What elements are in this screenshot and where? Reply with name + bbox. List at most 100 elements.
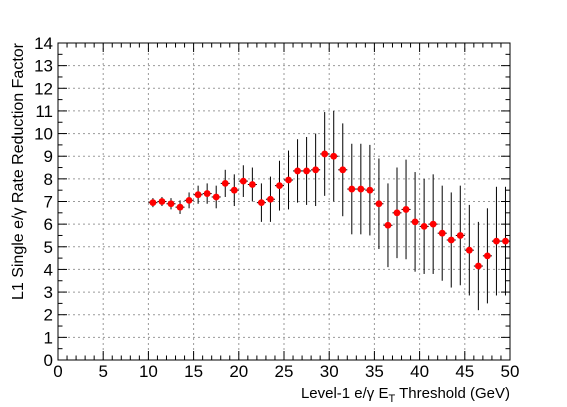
y-tick-label: 5 xyxy=(44,238,53,257)
y-tick-label: 7 xyxy=(44,193,53,212)
data-marker xyxy=(212,193,220,201)
data-point xyxy=(410,172,420,272)
data-point xyxy=(302,136,312,205)
x-tick-label: 30 xyxy=(320,362,339,381)
data-point xyxy=(166,198,176,210)
data-marker xyxy=(493,237,500,245)
data-marker xyxy=(366,186,374,194)
y-tick-label: 4 xyxy=(44,260,53,279)
data-marker xyxy=(447,236,455,244)
data-point xyxy=(320,112,330,196)
data-point xyxy=(329,110,339,202)
data-marker xyxy=(176,203,184,211)
data-point xyxy=(446,192,456,288)
data-point xyxy=(193,185,203,204)
data-point xyxy=(365,144,375,236)
x-tick-label: 0 xyxy=(53,362,62,381)
data-marker xyxy=(357,185,365,193)
y-tick-label: 9 xyxy=(44,147,53,166)
data-marker xyxy=(258,199,265,207)
data-marker xyxy=(402,206,410,213)
data-point xyxy=(157,196,167,207)
data-point xyxy=(473,221,483,311)
y-tick-label: 2 xyxy=(44,306,53,325)
data-point xyxy=(148,198,158,208)
data-points xyxy=(148,110,510,311)
x-tick-label: 15 xyxy=(184,362,203,381)
data-marker xyxy=(411,218,419,226)
data-point xyxy=(184,192,194,209)
data-point xyxy=(347,143,357,235)
data-point xyxy=(464,204,474,296)
data-marker xyxy=(158,198,166,205)
data-marker xyxy=(312,166,320,174)
data-marker xyxy=(420,223,428,230)
data-point xyxy=(455,185,465,286)
data-point xyxy=(482,208,492,304)
data-marker xyxy=(149,199,157,207)
data-point xyxy=(202,183,212,204)
y-axis-title: L1 Single e/γ Rate Reduction Factor xyxy=(10,42,27,300)
data-marker xyxy=(230,186,238,194)
grid xyxy=(58,43,510,360)
data-marker xyxy=(330,152,338,160)
y-tick-label: 8 xyxy=(44,170,53,189)
data-marker xyxy=(339,166,347,174)
y-tick-label: 11 xyxy=(35,102,53,121)
data-marker xyxy=(248,181,256,188)
data-marker xyxy=(303,167,310,175)
x-tick-label: 5 xyxy=(98,362,107,381)
data-point xyxy=(500,186,510,296)
axis-ticks xyxy=(57,42,511,361)
data-marker xyxy=(321,150,329,158)
data-point xyxy=(220,169,230,197)
data-marker xyxy=(167,200,175,208)
data-point xyxy=(383,183,393,268)
x-axis-title-subscript: T xyxy=(388,393,395,405)
data-point xyxy=(211,185,221,209)
data-marker xyxy=(185,196,193,204)
data-marker xyxy=(384,221,392,229)
x-tick-label: 45 xyxy=(455,362,474,381)
y-tick-label: 13 xyxy=(34,57,53,76)
x-tick-label: 25 xyxy=(275,362,294,381)
data-marker xyxy=(221,179,229,187)
y-tick-label: 1 xyxy=(44,328,53,347)
y-tick-label: 10 xyxy=(34,125,53,144)
data-point xyxy=(265,176,275,222)
data-point xyxy=(293,139,303,203)
data-point xyxy=(374,158,384,250)
data-point xyxy=(419,178,429,274)
data-point xyxy=(392,167,402,259)
data-point xyxy=(247,167,257,202)
x-axis-title: Level-1 e/γ ET Threshold (GeV) xyxy=(301,385,510,405)
data-point xyxy=(437,185,447,281)
data-marker xyxy=(438,229,446,237)
data-marker xyxy=(348,185,356,193)
y-tick-label: 14 xyxy=(34,34,53,53)
data-point xyxy=(229,174,239,207)
data-marker xyxy=(239,177,247,185)
data-marker xyxy=(456,232,464,239)
data-point xyxy=(428,174,438,274)
data-marker xyxy=(194,191,202,199)
data-marker xyxy=(203,190,211,197)
y-tick-label: 12 xyxy=(34,79,53,98)
data-marker xyxy=(393,209,401,217)
data-marker xyxy=(375,200,383,208)
x-tick-label: 20 xyxy=(229,362,248,381)
data-marker xyxy=(285,176,292,184)
data-marker xyxy=(276,182,283,190)
data-point xyxy=(238,165,248,197)
data-point xyxy=(311,133,321,207)
data-marker xyxy=(465,246,473,254)
data-marker xyxy=(294,167,301,175)
data-point xyxy=(491,186,501,296)
data-point xyxy=(338,123,348,217)
data-point xyxy=(356,143,366,235)
x-tick-label: 40 xyxy=(410,362,429,381)
x-tick-labels: 0 5 10 15 20 25 30 35 40 45 50 xyxy=(53,362,519,381)
data-marker xyxy=(484,252,491,260)
